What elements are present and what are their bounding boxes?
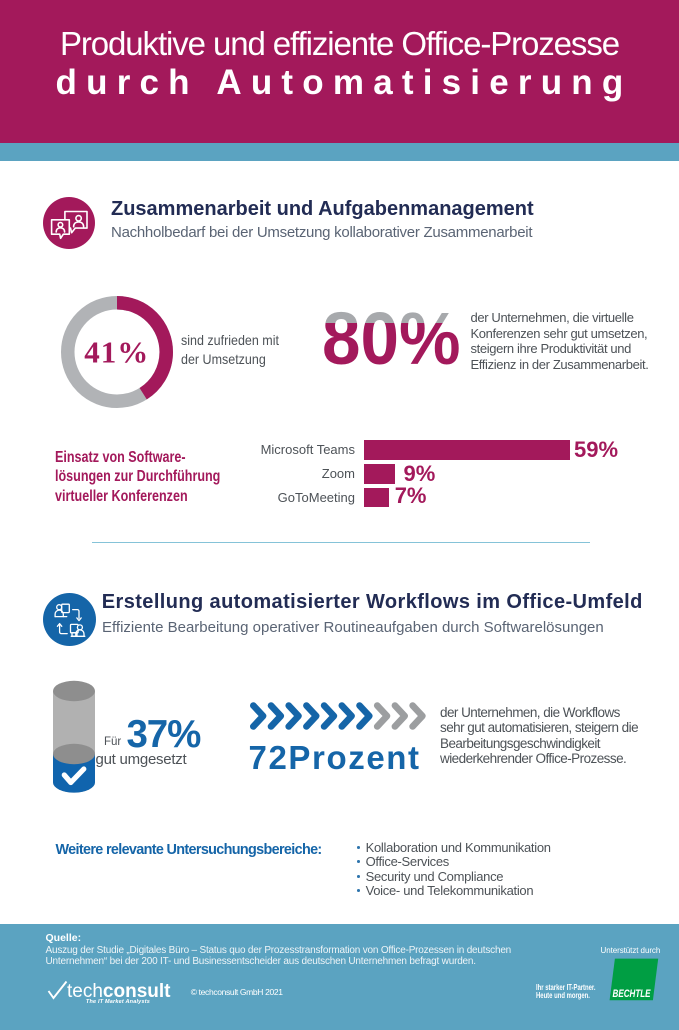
svg-text:BECHTLE: BECHTLE	[613, 988, 651, 1001]
svg-text:41%: 41%	[84, 334, 149, 369]
